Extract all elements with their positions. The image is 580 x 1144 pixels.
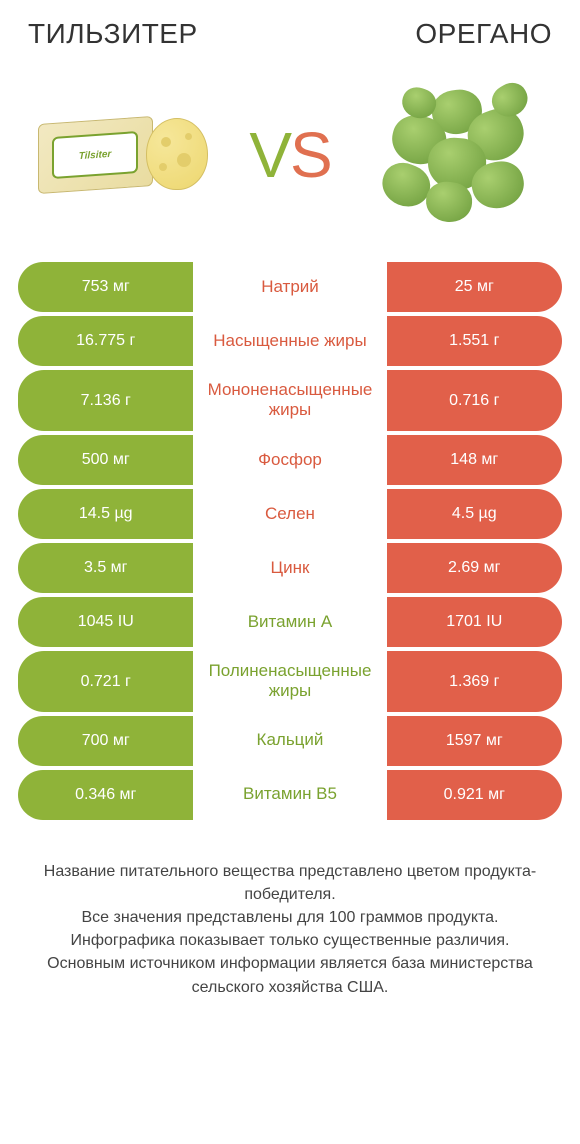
table-row: 7.136 гМононенасыщенные жиры0.716 г <box>18 370 562 431</box>
cheese-icon: Tilsiter <box>38 100 208 210</box>
cheese-label: Tilsiter <box>52 131 138 179</box>
value-left: 7.136 г <box>18 370 193 431</box>
nutrient-label: Мононенасыщенные жиры <box>193 370 386 431</box>
value-left: 500 мг <box>18 435 193 485</box>
nutrient-label: Цинк <box>193 543 386 593</box>
value-left: 3.5 мг <box>18 543 193 593</box>
nutrient-label: Кальций <box>193 716 386 766</box>
vs-label: VS <box>249 118 330 192</box>
infographic: ТИЛЬЗИТЕР OРЕГАНО Tilsiter VS <box>0 0 580 1144</box>
value-right: 1701 IU <box>387 597 562 647</box>
value-right: 0.921 мг <box>387 770 562 820</box>
table-row: 0.346 мгВитамин B50.921 мг <box>18 770 562 820</box>
nutrient-label: Витамин B5 <box>193 770 386 820</box>
title-left: ТИЛЬЗИТЕР <box>28 18 198 50</box>
nutrient-label: Фосфор <box>193 435 386 485</box>
vs-v: V <box>249 119 290 191</box>
nutrient-label: Полиненасыщенные жиры <box>193 651 386 712</box>
title-right: OРЕГАНО <box>415 18 552 50</box>
table-row: 0.721 гПолиненасыщенные жиры1.369 г <box>18 651 562 712</box>
value-right: 4.5 µg <box>387 489 562 539</box>
value-left: 0.346 мг <box>18 770 193 820</box>
value-left: 0.721 г <box>18 651 193 712</box>
value-left: 1045 IU <box>18 597 193 647</box>
table-row: 3.5 мгЦинк2.69 мг <box>18 543 562 593</box>
value-right: 1597 мг <box>387 716 562 766</box>
nutrient-label: Селен <box>193 489 386 539</box>
value-right: 2.69 мг <box>387 543 562 593</box>
value-left: 16.775 г <box>18 316 193 366</box>
value-left: 14.5 µg <box>18 489 193 539</box>
vs-s: S <box>290 119 331 191</box>
product-image-left: Tilsiter <box>28 80 218 230</box>
nutrient-table: 753 мгНатрий25 мг16.775 гНасыщенные жиры… <box>0 262 580 824</box>
footer-line: Основным источником информации является … <box>28 952 552 998</box>
table-row: 753 мгНатрий25 мг <box>18 262 562 312</box>
footer-line: Все значения представлены для 100 граммо… <box>28 906 552 929</box>
value-right: 1.551 г <box>387 316 562 366</box>
table-row: 500 мгФосфор148 мг <box>18 435 562 485</box>
hero: Tilsiter VS <box>0 56 580 262</box>
footer-line: Название питательного вещества представл… <box>28 860 552 906</box>
table-row: 1045 IUВитамин A1701 IU <box>18 597 562 647</box>
table-row: 700 мгКальций1597 мг <box>18 716 562 766</box>
header: ТИЛЬЗИТЕР OРЕГАНО <box>0 0 580 56</box>
nutrient-label: Натрий <box>193 262 386 312</box>
value-left: 753 мг <box>18 262 193 312</box>
product-image-right <box>362 80 552 230</box>
oregano-icon <box>372 80 542 230</box>
value-right: 25 мг <box>387 262 562 312</box>
footer-line: Инфографика показывает только существенн… <box>28 929 552 952</box>
value-right: 1.369 г <box>387 651 562 712</box>
nutrient-label: Витамин A <box>193 597 386 647</box>
value-right: 0.716 г <box>387 370 562 431</box>
value-right: 148 мг <box>387 435 562 485</box>
footer-notes: Название питательного вещества представл… <box>0 824 580 1019</box>
nutrient-label: Насыщенные жиры <box>193 316 386 366</box>
table-row: 16.775 гНасыщенные жиры1.551 г <box>18 316 562 366</box>
table-row: 14.5 µgСелен4.5 µg <box>18 489 562 539</box>
value-left: 700 мг <box>18 716 193 766</box>
